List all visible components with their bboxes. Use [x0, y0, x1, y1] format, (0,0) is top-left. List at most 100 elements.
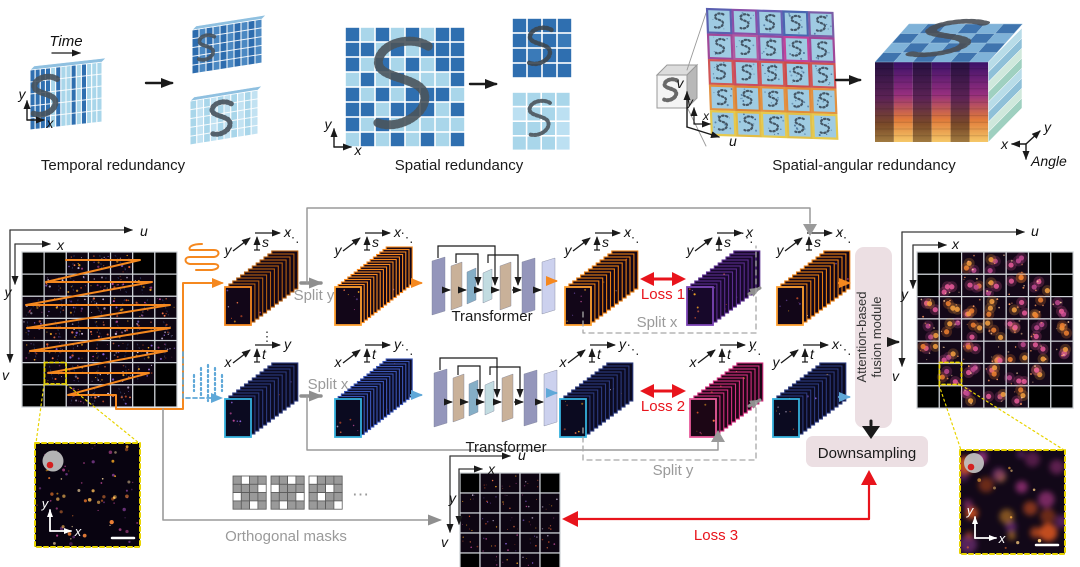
loss1-label: Loss 1	[641, 286, 685, 303]
spatial-panel-graphics	[344, 18, 572, 150]
input-x-label: x	[56, 237, 65, 253]
stack-axis-label: ⋱	[749, 342, 762, 357]
output-inset-frame	[959, 449, 1066, 555]
epi-stack	[772, 341, 847, 438]
output-lightfield-grid	[916, 251, 1074, 409]
stack-axis-label: y	[748, 336, 757, 352]
stack-axis-label: x	[283, 224, 292, 240]
output-v-label: v	[892, 368, 900, 384]
loss2-arrow	[640, 384, 686, 398]
input-inset-frame	[34, 442, 141, 548]
generated-graphics-layer	[21, 7, 1074, 567]
split-y-box-label: Split y	[653, 462, 694, 479]
stack-axis-label: y	[776, 242, 785, 258]
stack-axis-label: x	[689, 354, 698, 370]
temporal-panel-graphics	[29, 14, 267, 146]
cube-angle-label: Angle	[1030, 153, 1067, 169]
row2-gt-route-arrowhead	[711, 430, 725, 442]
stack-axis-label: x	[835, 224, 844, 240]
input-zoom-connectors	[35, 383, 140, 444]
split-y-box	[582, 401, 757, 461]
epi-stack	[559, 341, 634, 438]
stack-axis-label: s	[602, 234, 609, 250]
stack-axis-label: t	[597, 346, 602, 362]
stack-axis-label: ⋱	[839, 230, 852, 245]
spatial-y-label: y	[324, 116, 333, 132]
axis-u-arrow-lf	[686, 126, 720, 138]
stack-axis-label: ⋱	[401, 342, 414, 357]
row1-gt-route-arrowhead	[803, 224, 817, 236]
stack-axis-label: ⋮	[261, 329, 274, 344]
aperture-dot-right	[967, 463, 975, 471]
stack-axis-label: y	[393, 336, 402, 352]
cube-grid-connector-bottom	[686, 106, 707, 147]
text-layer: Time y x Temporal redundancy y x Spatial…	[2, 33, 1067, 550]
stack-axis-label: t	[262, 346, 267, 362]
row1-splitbox-out-arrow	[747, 286, 762, 297]
orthogonal-masks-label: Orthogonal masks	[225, 528, 347, 545]
fusion-label-line1: Attention-based	[854, 291, 869, 382]
epi-stack	[689, 341, 764, 438]
orthogonal-masks	[232, 475, 343, 510]
column-scan-icon	[192, 363, 224, 403]
aperture-icon-right	[964, 453, 984, 473]
temporal-caption: Temporal redundancy	[41, 157, 186, 174]
stack-axis-label: y	[334, 242, 343, 258]
time-label: Time	[49, 33, 82, 50]
stack-axis-label: x	[224, 354, 233, 370]
stack-axis-label: x	[334, 354, 343, 370]
downsampled-grid	[459, 472, 561, 567]
down-y-label: y	[448, 490, 457, 506]
stack-axis-label: t	[372, 346, 377, 362]
split-x-box-label: Split x	[637, 314, 678, 331]
spatial-x-label: x	[354, 142, 363, 158]
stack-axis-label: y	[564, 242, 573, 258]
lf-x-label: x	[702, 109, 710, 123]
cube-y-label: y	[1043, 119, 1052, 135]
fusion-module-box	[855, 247, 892, 428]
output-y-label: y	[900, 286, 909, 302]
temporal-x-label: x	[46, 115, 55, 131]
lf-u-label: u	[729, 133, 737, 149]
output-zoom-tile-box	[938, 361, 963, 386]
downsampling-box	[806, 436, 928, 467]
stack-axis-label: ⋱	[627, 230, 640, 245]
stack-axis-label: ⋱	[741, 230, 754, 245]
split-y-label: Split y	[294, 287, 335, 304]
input-v-label: v	[2, 367, 10, 383]
input-zoom-tile-box	[43, 361, 67, 385]
epi-stack	[224, 229, 299, 326]
stack-axis-label: y	[283, 336, 292, 352]
stack-axis-label: ⋱	[627, 342, 640, 357]
stack-axis-label: y	[772, 354, 781, 370]
row-scan-icon	[184, 243, 220, 271]
input-lightfield-grid	[21, 251, 178, 408]
aperture-dot-left	[46, 461, 54, 469]
fusion-label-line2: fusion module	[869, 297, 884, 378]
input-u-label: u	[140, 223, 148, 239]
epi-stack	[224, 341, 299, 438]
epi-stack	[334, 229, 413, 326]
stack-axis-label: s	[724, 234, 731, 250]
down-v-label: v	[441, 534, 449, 550]
loss1-arrow	[640, 272, 686, 286]
stack-axis-label: x	[393, 224, 402, 240]
angular-panel-graphics	[655, 7, 1023, 143]
stack-axis-label: x	[831, 336, 840, 352]
inset-left-y-label: y	[41, 496, 50, 511]
stack-axis-label: x	[559, 354, 568, 370]
fusion-to-downsampling-arrowhead	[862, 426, 880, 439]
loss3-label: Loss 3	[694, 527, 738, 544]
down-u-label: u	[518, 447, 526, 463]
transformer1-label: Transformer	[451, 308, 532, 325]
stack-axis-label: ⋱	[839, 342, 852, 357]
row2-gt-route	[306, 395, 719, 451]
aperture-icon-left	[42, 450, 64, 472]
stack-axis-label: y	[686, 242, 695, 258]
spatial-caption: Spatial redundancy	[395, 157, 524, 174]
stack-axis-label: ⋱	[401, 230, 414, 245]
stack-axis-label: y	[224, 242, 233, 258]
stack-axis-label: x	[623, 224, 632, 240]
output-x-label: x	[951, 236, 960, 252]
